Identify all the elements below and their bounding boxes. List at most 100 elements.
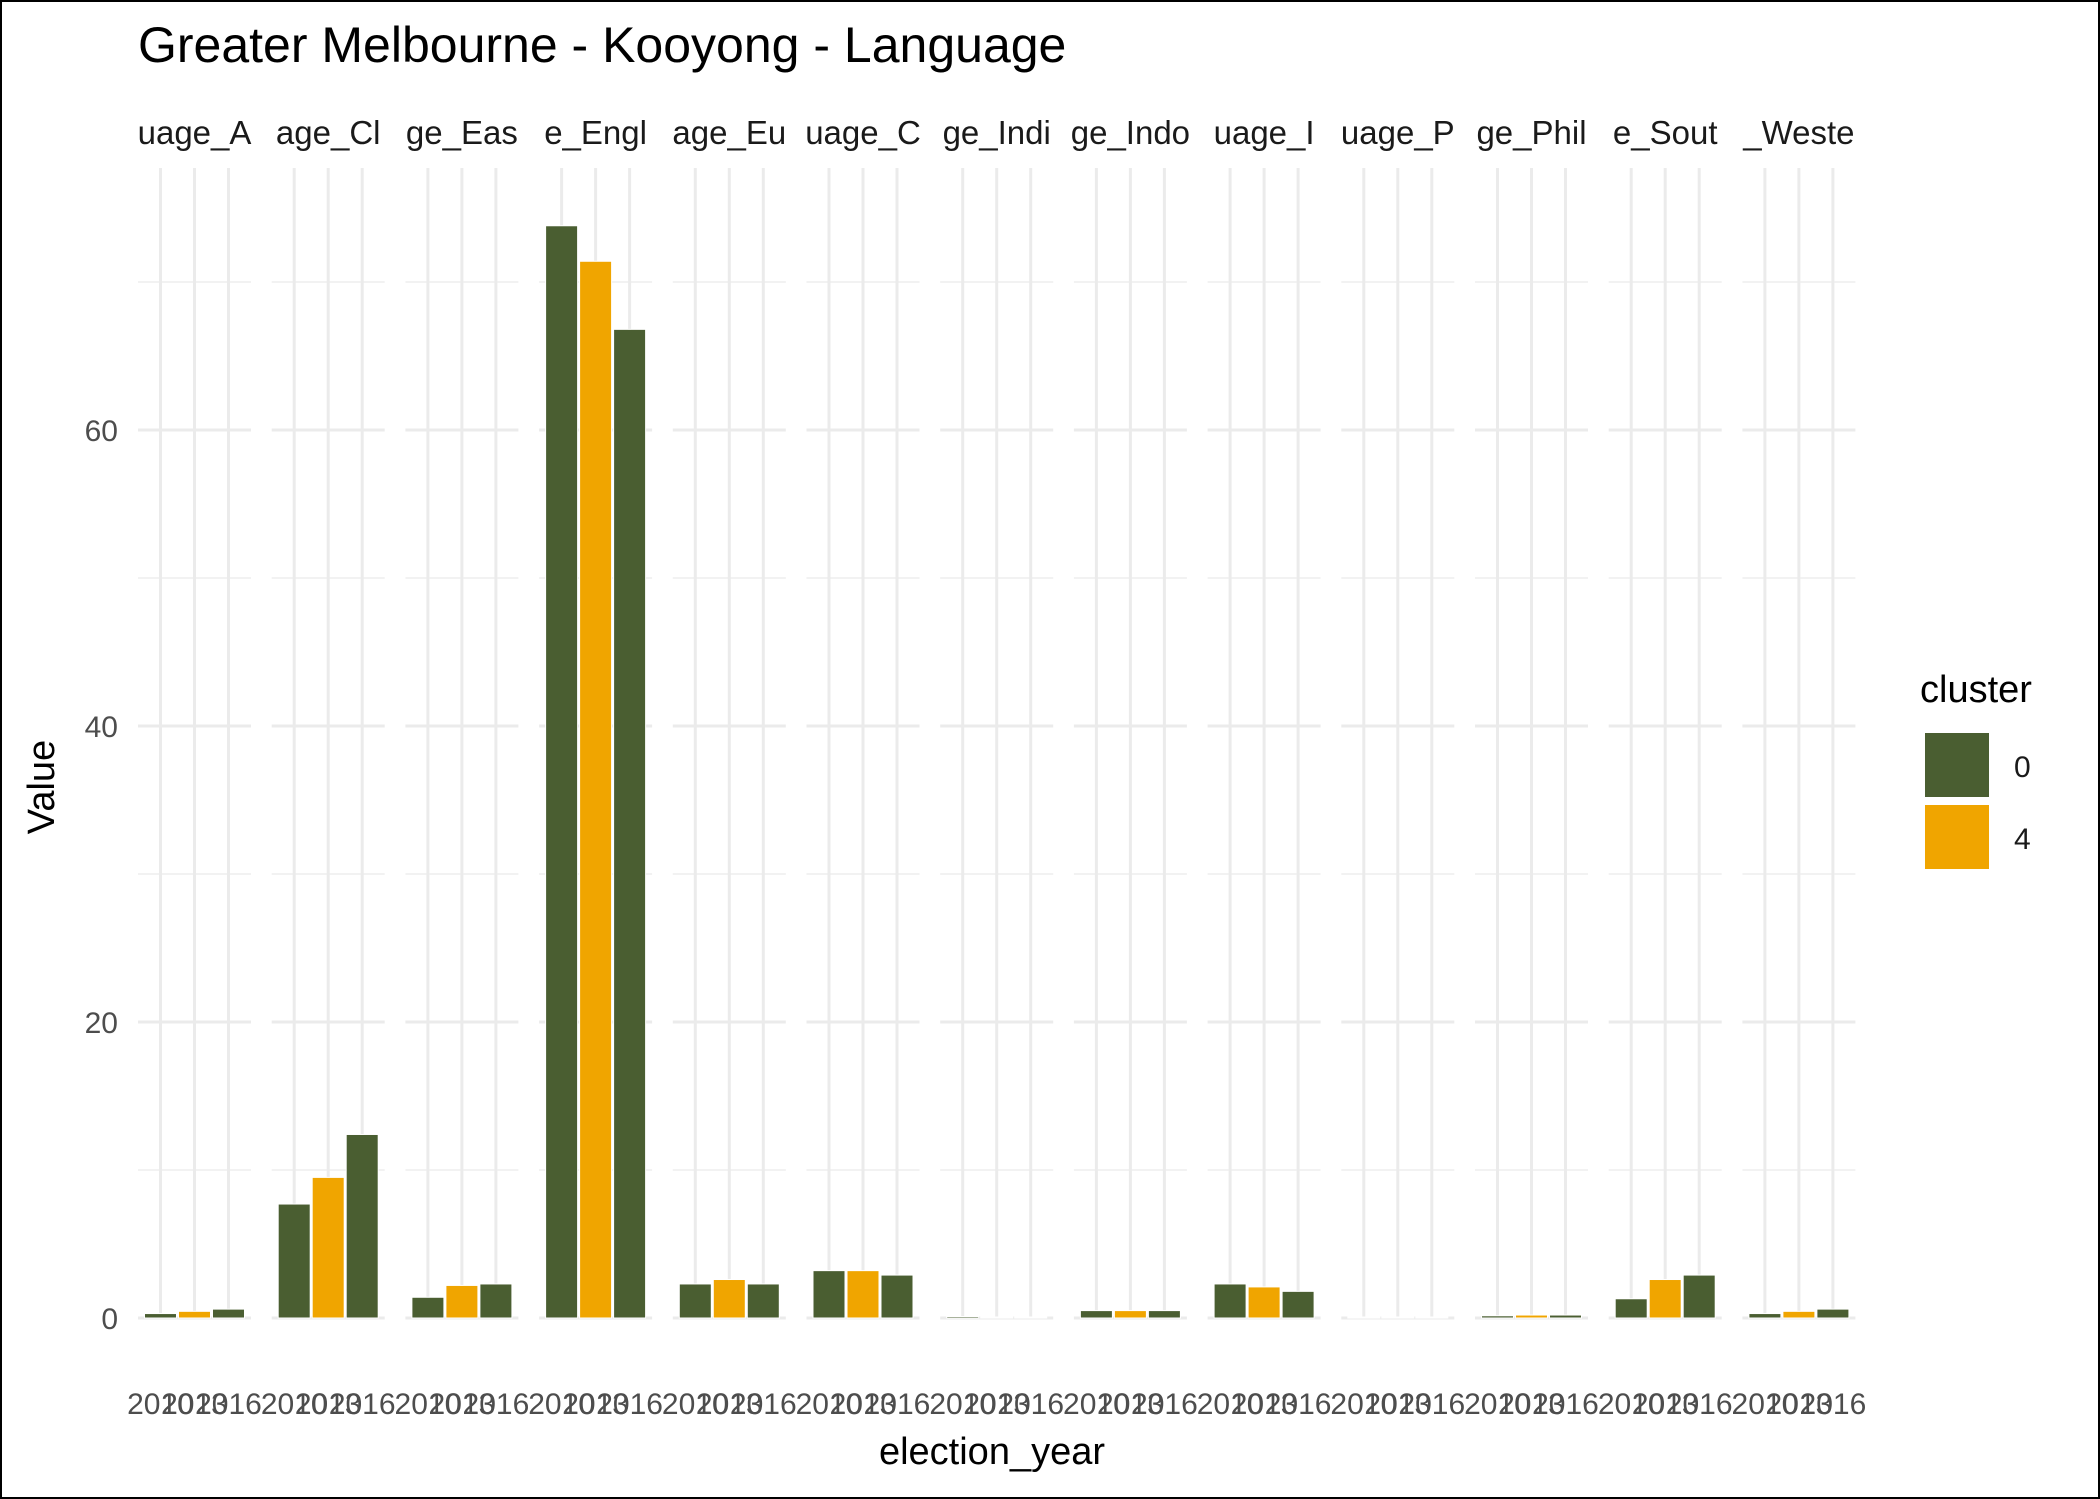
x-tick-label: 2010 [1732, 1388, 1799, 1421]
y-tick-label: 60 [85, 415, 118, 448]
x-tick-label: 2013 [161, 1388, 228, 1421]
x-tick-label: 2016 [195, 1388, 262, 1421]
bar-uage_C-2013 [846, 1270, 880, 1319]
bar-age_Cl-2013 [311, 1176, 345, 1319]
bar-ge_Phil-2010 [1481, 1315, 1514, 1319]
x-tick-label: 2016 [730, 1388, 797, 1421]
x-tick-labels: 2010201320162010201320162010201320162010… [127, 1388, 1866, 1421]
facet-strip-label: e_Engl [544, 114, 647, 151]
facet-strip-label: ge_Indo [1071, 114, 1190, 151]
x-tick-label: 2013 [963, 1388, 1030, 1421]
bar-e_Engl-2010 [545, 225, 579, 1319]
legend-key-0 [1923, 731, 1991, 799]
y-tick-label: 0 [101, 1303, 118, 1336]
x-tick-label: 2013 [1766, 1388, 1833, 1421]
bar-e_Sout-2010 [1614, 1298, 1648, 1319]
legend-label-4: 4 [2014, 823, 2031, 856]
x-tick-label: 2013 [1632, 1388, 1699, 1421]
x-tick-label: 2016 [1265, 1388, 1332, 1421]
bar-uage_A-2010 [144, 1313, 177, 1319]
x-tick-label: 2010 [261, 1388, 328, 1421]
bar-uage_P-2010 [1347, 1316, 1381, 1319]
bar-_Weste-2016 [1816, 1308, 1850, 1319]
bar-uage_A-2016 [212, 1308, 245, 1319]
x-tick-label: 2010 [1598, 1388, 1665, 1421]
bar-ge_Eas-2016 [479, 1283, 513, 1319]
x-tick-label: 2013 [562, 1388, 629, 1421]
x-tick-label: 2013 [295, 1388, 362, 1421]
bar-ge_Phil-2013 [1515, 1314, 1548, 1319]
x-tick-label: 2016 [1532, 1388, 1599, 1421]
bar-uage_C-2016 [880, 1274, 914, 1319]
bar-ge_Indo-2013 [1113, 1310, 1147, 1319]
x-tick-label: 2016 [463, 1388, 530, 1421]
bar-ge_Eas-2013 [445, 1284, 479, 1319]
bar-uage_P-2013 [1381, 1316, 1415, 1319]
bar-uage_C-2010 [812, 1270, 846, 1319]
x-tick-label: 2013 [696, 1388, 763, 1421]
x-tick-label: 2010 [796, 1388, 863, 1421]
x-tick-label: 2010 [1063, 1388, 1130, 1421]
bar-uage_P-2016 [1415, 1316, 1449, 1319]
facet-strip-label: ge_Phil [1476, 114, 1586, 151]
bar-e_Engl-2016 [613, 328, 647, 1319]
facet-strip-label: uage_I [1214, 114, 1315, 151]
legend-key-4 [1923, 803, 1991, 871]
y-tick-labels: 0 20 40 60 [85, 415, 118, 1336]
bars-layer [144, 225, 1850, 1319]
bar-uage_I-2010 [1213, 1283, 1247, 1319]
chart-title: Greater Melbourne - Kooyong - Language [138, 17, 1066, 73]
bar-ge_Indi-2013 [980, 1316, 1014, 1319]
x-tick-label: 2010 [929, 1388, 996, 1421]
y-tick-label: 40 [85, 711, 118, 744]
bar-ge_Indi-2010 [946, 1316, 980, 1319]
x-tick-label: 2016 [596, 1388, 663, 1421]
facet-strip-label: ge_Eas [406, 114, 518, 151]
facet-strip-label: uage_C [805, 114, 921, 151]
bar-e_Sout-2013 [1648, 1279, 1682, 1319]
grid-layer [138, 168, 1856, 1320]
bar-age_Eu-2013 [712, 1279, 746, 1319]
facet-strip-label: _Weste [1742, 114, 1854, 151]
x-tick-label: 2013 [1498, 1388, 1565, 1421]
y-tick-label: 20 [85, 1007, 118, 1040]
legend: cluster 0 4 [1920, 669, 2032, 871]
bar-age_Cl-2010 [277, 1203, 311, 1319]
x-tick-label: 2010 [662, 1388, 729, 1421]
x-tick-label: 2010 [127, 1388, 194, 1421]
x-tick-label: 2013 [1231, 1388, 1298, 1421]
facet-strip-label: e_Sout [1613, 114, 1718, 151]
x-tick-label: 2010 [1197, 1388, 1264, 1421]
x-tick-label: 2013 [1364, 1388, 1431, 1421]
x-tick-label: 2010 [1330, 1388, 1397, 1421]
bar-uage_I-2013 [1247, 1286, 1281, 1319]
bar-age_Cl-2016 [345, 1133, 379, 1319]
bar-ge_Indi-2016 [1014, 1316, 1048, 1319]
x-tick-label: 2010 [395, 1388, 462, 1421]
x-tick-label: 2016 [1800, 1388, 1867, 1421]
bar-_Weste-2010 [1748, 1313, 1782, 1319]
bar-ge_Eas-2010 [411, 1296, 445, 1319]
x-tick-label: 2016 [329, 1388, 396, 1421]
bar-e_Engl-2013 [579, 260, 613, 1319]
facet-strip-label: age_Cl [276, 114, 381, 151]
bar-ge_Indo-2016 [1147, 1310, 1181, 1319]
y-axis-title: Value [21, 740, 63, 834]
bar-uage_A-2013 [178, 1310, 211, 1319]
x-tick-label: 2016 [1131, 1388, 1198, 1421]
facet-strip-label: age_Eu [672, 114, 786, 151]
bar-e_Sout-2016 [1682, 1274, 1716, 1319]
x-tick-label: 2016 [864, 1388, 931, 1421]
facet-strip-label: uage_A [138, 114, 252, 151]
x-tick-label: 2016 [1398, 1388, 1465, 1421]
x-axis-title: election_year [879, 1431, 1105, 1473]
facet-strip-label: uage_P [1341, 114, 1455, 151]
legend-label-0: 0 [2014, 751, 2031, 784]
bar-ge_Indo-2010 [1079, 1310, 1113, 1319]
bar-ge_Phil-2016 [1549, 1314, 1582, 1319]
bar-_Weste-2013 [1782, 1310, 1816, 1319]
bar-age_Eu-2016 [746, 1283, 780, 1319]
x-tick-label: 2013 [1097, 1388, 1164, 1421]
x-tick-label: 2010 [1464, 1388, 1531, 1421]
